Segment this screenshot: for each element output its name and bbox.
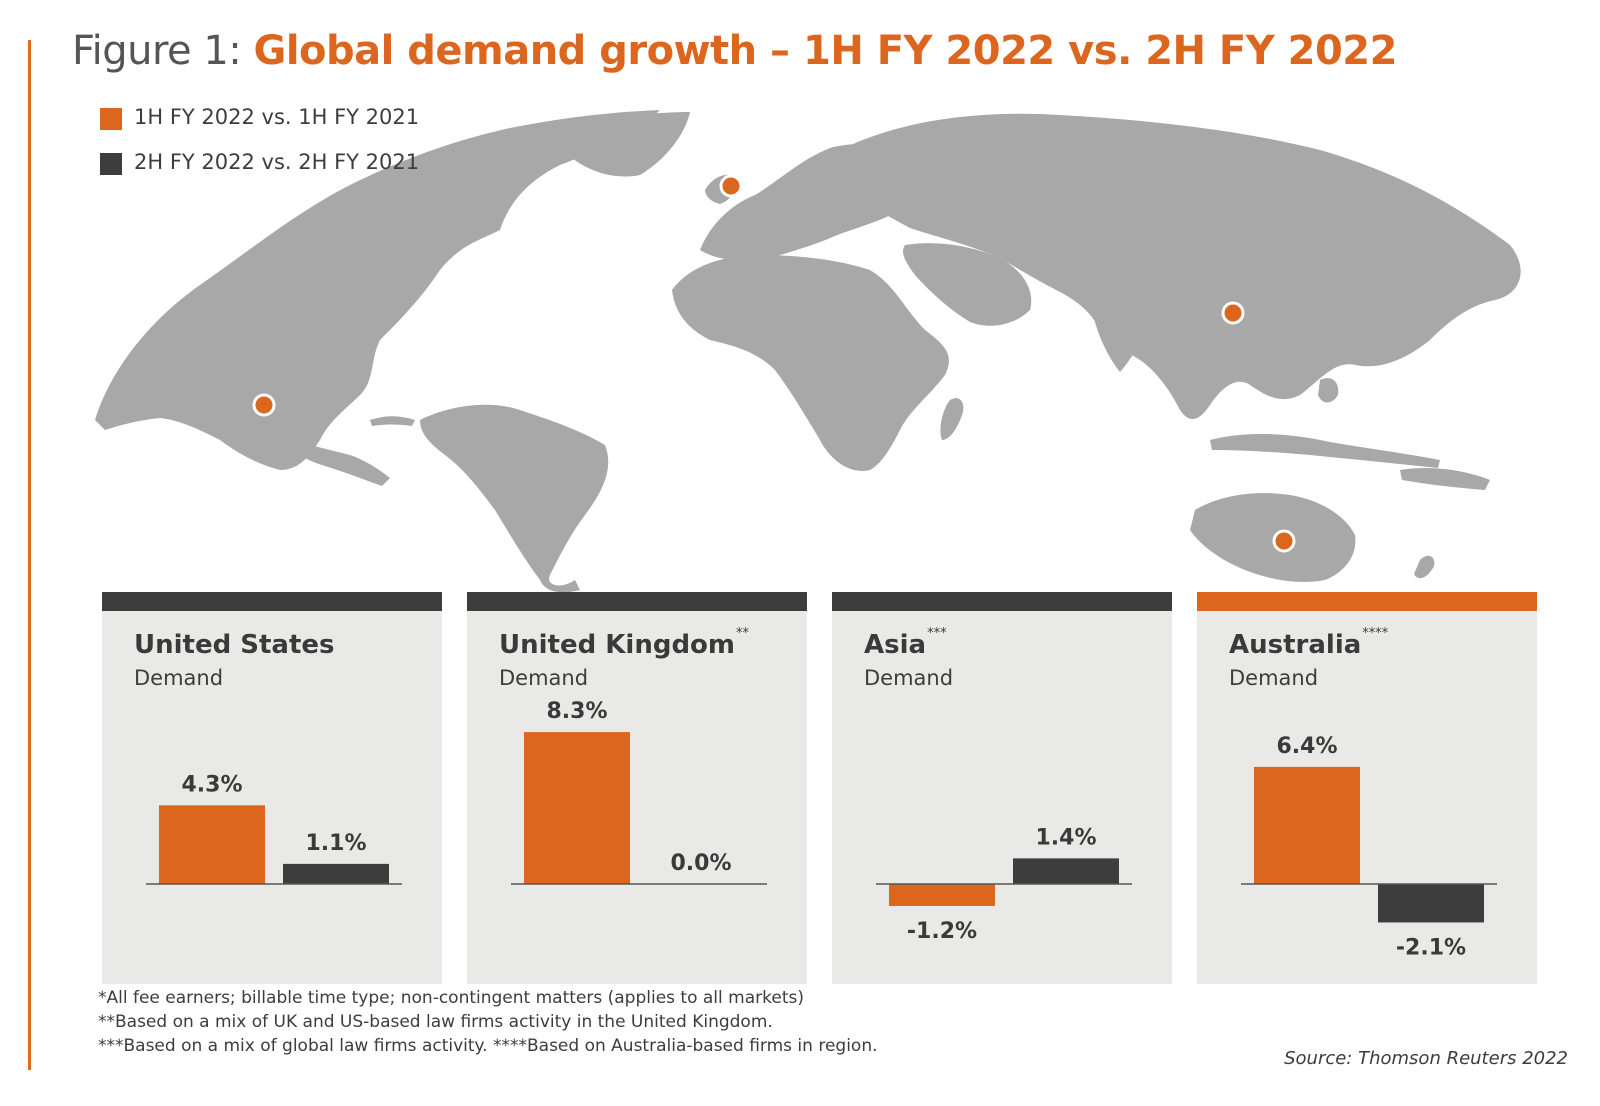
- value-label-1h-australia: 6.4%: [1276, 734, 1337, 759]
- world-map: [95, 110, 1521, 593]
- caribbean-shape: [370, 416, 415, 426]
- north-america-shape: [95, 110, 660, 470]
- footnote-3: ***Based on a mix of global law firms ac…: [98, 1036, 878, 1056]
- panel-bar-chart: 4.3% 1.1%: [146, 772, 402, 885]
- africa-shape: [672, 255, 949, 471]
- figure-title-main: Global demand growth – 1H FY 2022 vs. 2H…: [253, 28, 1397, 74]
- central-america-shape: [290, 440, 390, 486]
- new-guinea-shape: [1400, 468, 1490, 490]
- bar-2h-united-states: [283, 863, 389, 884]
- map-marker-united-states: [252, 393, 276, 417]
- region-footnote-mark: **: [736, 626, 750, 641]
- region-name-text: United Kingdom: [499, 630, 736, 660]
- value-label-1h-united-kingdom: 8.3%: [546, 699, 607, 724]
- india-shape: [1090, 298, 1150, 372]
- philippines-shape: [1318, 378, 1339, 403]
- middle-east-shape: [903, 243, 1032, 326]
- japan-shape: [1433, 242, 1468, 300]
- bar-1h-united-states: [159, 805, 265, 884]
- bar-1h-asia: [889, 884, 995, 906]
- map-marker-united-kingdom: [719, 174, 743, 198]
- madagascar-shape: [940, 398, 964, 440]
- panel-bar-chart: -1.2% 1.4%: [876, 825, 1132, 944]
- map-marker-australia: [1272, 529, 1296, 553]
- value-label-2h-australia: -2.1%: [1396, 935, 1466, 960]
- value-label-2h-united-kingdom: 0.0%: [670, 851, 731, 876]
- indonesia-shape: [1210, 434, 1440, 468]
- panel-header-bar: [102, 592, 442, 611]
- map-marker-asia: [1221, 301, 1245, 325]
- australia-shape: [1190, 493, 1356, 582]
- panel-united-states: United States Demand 4.3% 1.1%: [102, 592, 442, 984]
- panel-subtitle: Demand: [1229, 666, 1319, 690]
- panel-asia: Asia*** Demand -1.2% 1.4%: [832, 592, 1172, 984]
- region-footnote-mark: ***: [927, 626, 947, 641]
- panel-bar-chart: 6.4% -2.1%: [1241, 734, 1497, 960]
- bar-1h-australia: [1254, 766, 1360, 884]
- region-name-text: United States: [134, 630, 335, 660]
- south-america-shape: [420, 404, 609, 593]
- footnote-2: **Based on a mix of UK and US-based law …: [98, 1012, 773, 1032]
- panel-bar-chart: 8.3% 0.0%: [511, 699, 767, 885]
- legend-label-1h: 1H FY 2022 vs. 1H FY 2021: [134, 105, 420, 129]
- bar-1h-united-kingdom: [524, 732, 630, 884]
- region-name-text: Australia: [1229, 630, 1362, 660]
- panel-region-name: Australia****: [1229, 626, 1388, 660]
- panel-header-bar: [467, 592, 807, 611]
- greenland-shape: [560, 112, 690, 177]
- legend-label-2h: 2H FY 2022 vs. 2H FY 2021: [134, 150, 420, 174]
- panel-header-bar: [1197, 592, 1537, 611]
- panel-region-name: United States: [134, 630, 335, 660]
- source-note: Source: Thomson Reuters 2022: [1284, 1048, 1568, 1069]
- bar-2h-asia: [1013, 858, 1119, 884]
- value-label-2h-asia: 1.4%: [1035, 825, 1096, 850]
- value-label-1h-united-states: 4.3%: [181, 772, 242, 797]
- panel-subtitle: Demand: [134, 666, 224, 690]
- value-label-2h-united-states: 1.1%: [305, 831, 366, 856]
- accent-rule: [28, 40, 31, 1070]
- panel-subtitle: Demand: [499, 666, 589, 690]
- asia-shape: [832, 113, 1521, 420]
- panel-subtitle: Demand: [864, 666, 954, 690]
- legend-swatch-1h: [100, 108, 122, 130]
- figure-title: Figure 1: Global demand growth – 1H FY 2…: [72, 28, 1397, 74]
- figure-title-prefix: Figure 1:: [72, 28, 254, 74]
- panel-region-name: United Kingdom**: [499, 626, 749, 660]
- region-name-text: Asia: [864, 630, 927, 660]
- panel-region-name: Asia***: [864, 626, 947, 660]
- new-zealand-shape: [1414, 555, 1435, 579]
- region-footnote-mark: ****: [1362, 626, 1389, 641]
- footnote-1: *All fee earners; billable time type; no…: [98, 988, 804, 1008]
- legend-swatch-2h: [100, 153, 122, 175]
- panel-australia: Australia**** Demand 6.4% -2.1%: [1197, 592, 1537, 984]
- panel-united-kingdom: United Kingdom** Demand 8.3% 0.0%: [467, 592, 807, 984]
- value-label-1h-asia: -1.2%: [907, 919, 977, 944]
- panel-header-bar: [832, 592, 1172, 611]
- bar-2h-australia: [1378, 884, 1484, 923]
